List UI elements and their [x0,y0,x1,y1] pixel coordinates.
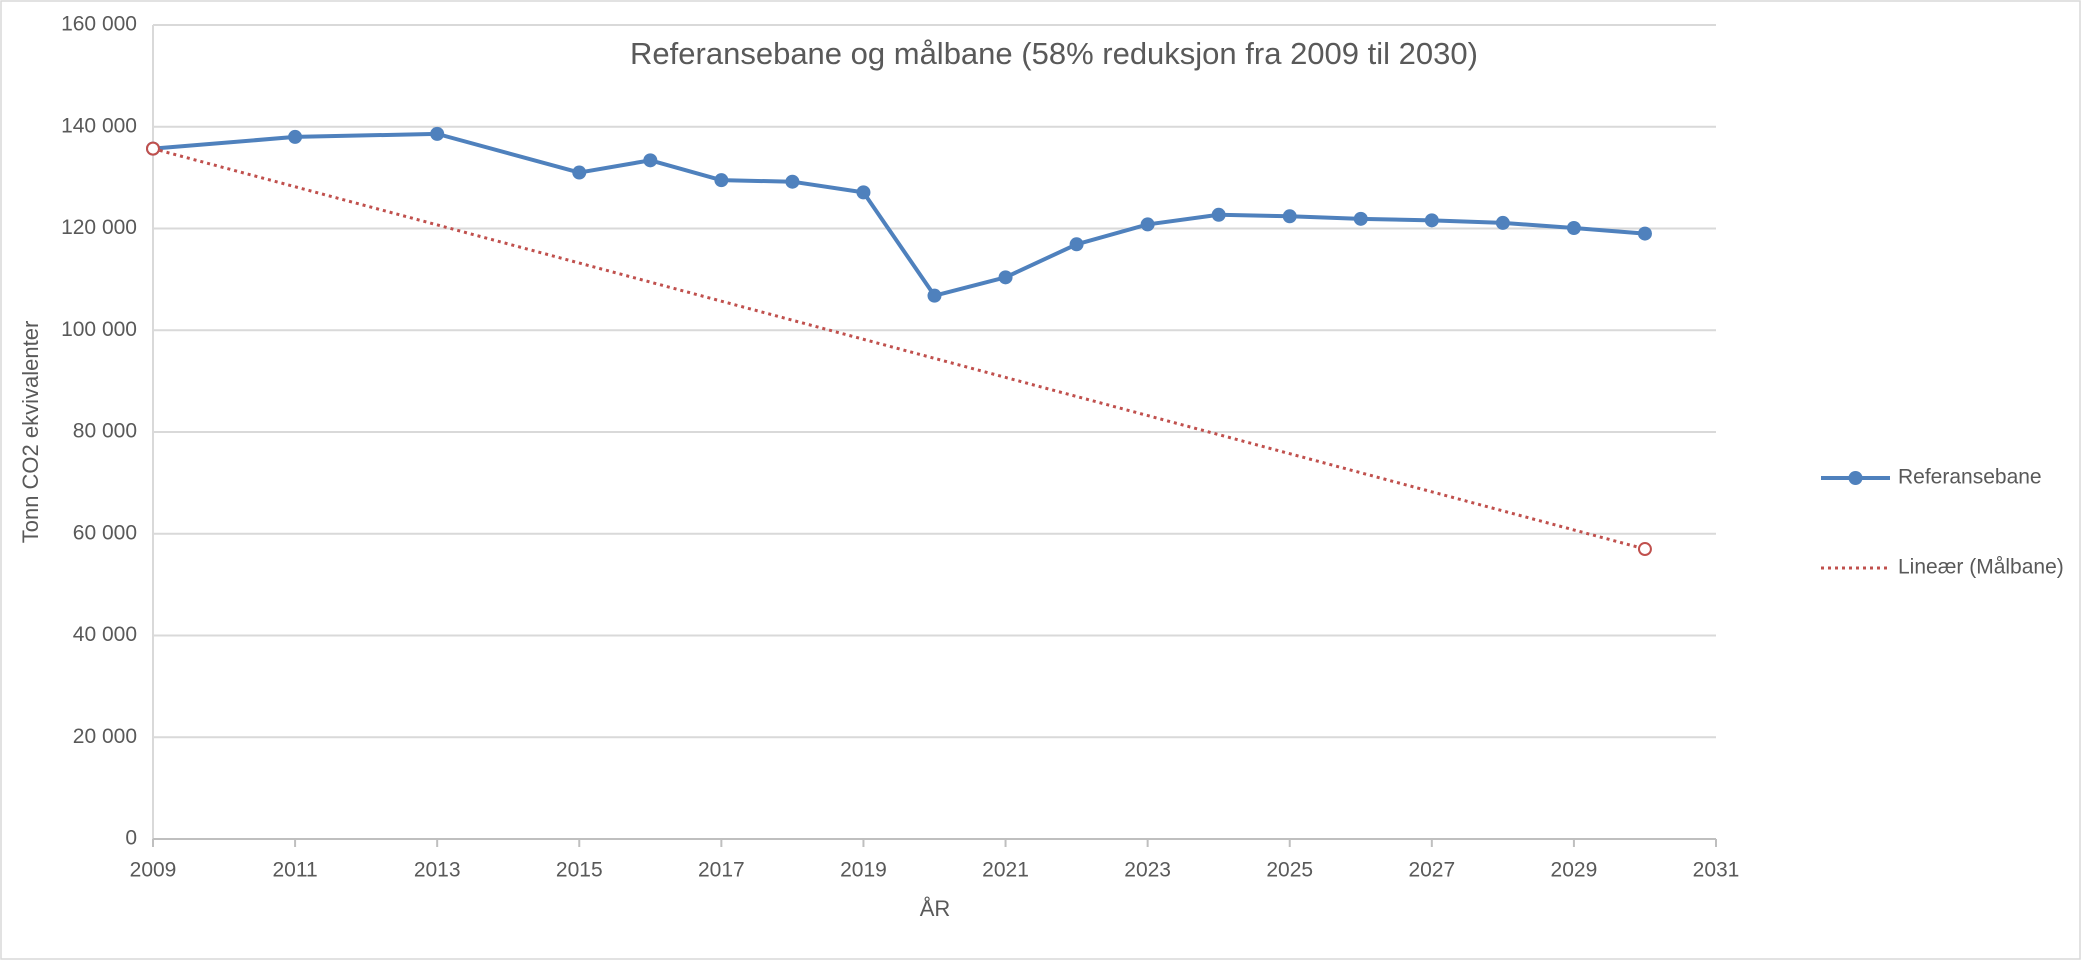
y-tick-label: 160 000 [61,13,137,36]
legend-label: Referansebane [1898,466,2042,489]
data-point [1424,213,1439,228]
x-tick-label: 2029 [1551,859,1598,882]
data-point [1211,207,1226,222]
y-tick-label: 80 000 [73,420,137,443]
data-point [572,165,587,180]
data-point [785,174,800,189]
y-tick-label: 60 000 [73,521,137,544]
x-axis-title: ÅR [920,896,951,921]
x-tick-label: 2019 [840,859,887,882]
data-point [146,141,160,156]
y-tick-label: 40 000 [73,623,137,646]
data-point [643,153,658,168]
data-point [288,129,303,144]
y-axis-title: Tonn CO2 ekvivalenter [18,321,43,544]
chart-title: Referansebane og målbane (58% reduksjon … [630,36,1478,71]
y-tick-label: 0 [125,827,137,850]
series-line [152,147,1646,551]
data-point [1566,220,1581,235]
x-tick-label: 2031 [1693,859,1740,882]
data-point [927,288,942,303]
data-point [1069,237,1084,252]
data-point [998,270,1013,285]
y-tick-label: 100 000 [61,318,137,341]
x-tick-label: 2017 [698,859,745,882]
x-tick-label: 2025 [1266,859,1313,882]
y-tick-label: 120 000 [61,216,137,239]
x-tick-label: 2013 [414,859,461,882]
x-tick-label: 2021 [982,859,1029,882]
x-tick-label: 2027 [1408,859,1455,882]
x-tick-label: 2011 [273,859,318,882]
x-tick-label: 2015 [556,859,603,882]
y-tick-label: 140 000 [61,114,137,137]
data-point [430,126,445,141]
data-point [1495,215,1510,230]
data-point [1637,542,1652,557]
data-point [1282,209,1297,224]
data-point [1140,217,1155,232]
x-tick-label: 2009 [130,859,177,882]
y-tick-label: 20 000 [73,725,137,748]
x-tick-label: 2023 [1124,859,1171,882]
data-point [1353,211,1368,226]
legend-marker [1848,471,1863,485]
data-point [856,185,871,200]
data-point [1637,226,1652,241]
data-point [714,173,729,188]
legend-label: Lineær (Målbane) [1898,556,2064,579]
